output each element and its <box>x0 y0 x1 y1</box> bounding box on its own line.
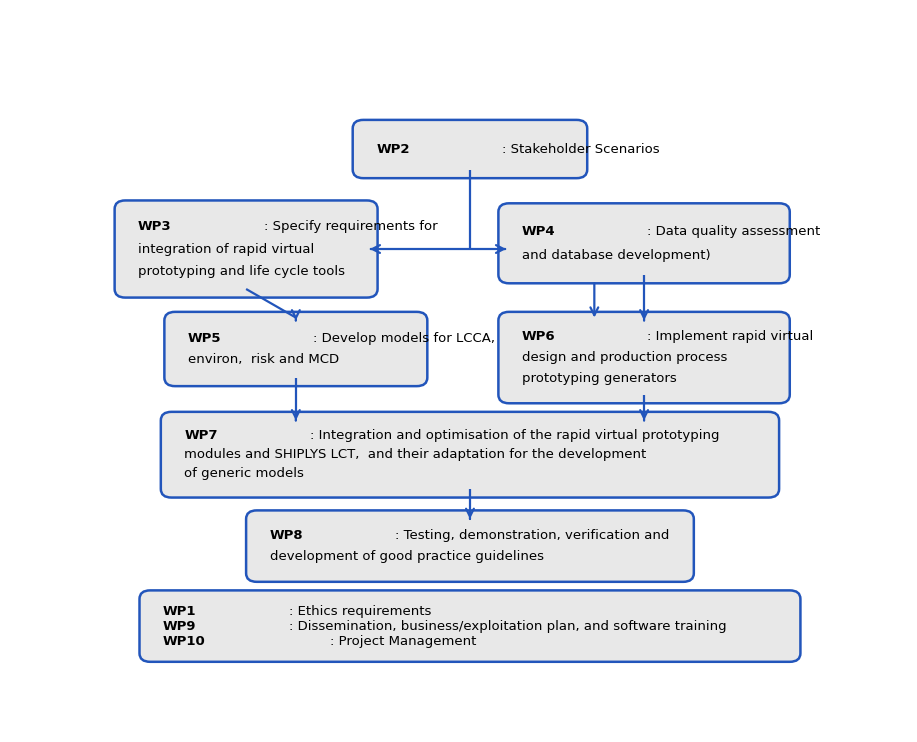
Text: prototyping and life cycle tools: prototyping and life cycle tools <box>138 265 345 278</box>
Text: : Develop models for LCCA,: : Develop models for LCCA, <box>314 332 495 344</box>
Text: : Dissemination, business/exploitation plan, and software training: : Dissemination, business/exploitation p… <box>289 620 726 633</box>
FancyBboxPatch shape <box>115 200 378 298</box>
Text: prototyping generators: prototyping generators <box>522 372 677 384</box>
FancyBboxPatch shape <box>160 412 779 498</box>
FancyBboxPatch shape <box>353 120 587 178</box>
Text: WP4: WP4 <box>522 225 556 237</box>
Text: WP8: WP8 <box>270 529 304 542</box>
Text: : Stakeholder Scenarios: : Stakeholder Scenarios <box>502 142 659 156</box>
Text: : Data quality assessment: : Data quality assessment <box>647 225 821 237</box>
FancyBboxPatch shape <box>499 312 790 404</box>
Text: design and production process: design and production process <box>522 351 727 364</box>
Text: : Ethics requirements: : Ethics requirements <box>289 605 431 617</box>
Text: WP1: WP1 <box>163 605 196 617</box>
Text: : Testing, demonstration, verification and: : Testing, demonstration, verification a… <box>395 529 669 542</box>
FancyBboxPatch shape <box>164 312 427 386</box>
Text: WP10: WP10 <box>163 634 205 648</box>
Text: WP3: WP3 <box>138 220 171 233</box>
FancyBboxPatch shape <box>499 203 790 283</box>
Text: of generic models: of generic models <box>184 467 304 480</box>
Text: : Integration and optimisation of the rapid virtual prototyping: : Integration and optimisation of the ra… <box>310 429 719 442</box>
Text: : Specify requirements for: : Specify requirements for <box>264 220 437 233</box>
FancyBboxPatch shape <box>246 510 694 582</box>
Text: WP5: WP5 <box>188 332 221 344</box>
Text: development of good practice guidelines: development of good practice guidelines <box>270 550 544 563</box>
Text: environ,  risk and MCD: environ, risk and MCD <box>188 353 339 367</box>
Text: WP2: WP2 <box>376 142 410 156</box>
Text: modules and SHIPLYS LCT,  and their adaptation for the development: modules and SHIPLYS LCT, and their adapt… <box>184 448 646 462</box>
Text: WP9: WP9 <box>163 620 196 633</box>
Text: and database development): and database development) <box>522 249 711 262</box>
Text: : Project Management: : Project Management <box>330 634 477 648</box>
FancyBboxPatch shape <box>139 591 801 662</box>
Text: : Implement rapid virtual: : Implement rapid virtual <box>647 330 813 344</box>
Text: WP6: WP6 <box>522 330 556 344</box>
Text: WP7: WP7 <box>184 429 217 442</box>
Text: integration of rapid virtual: integration of rapid virtual <box>138 243 315 255</box>
